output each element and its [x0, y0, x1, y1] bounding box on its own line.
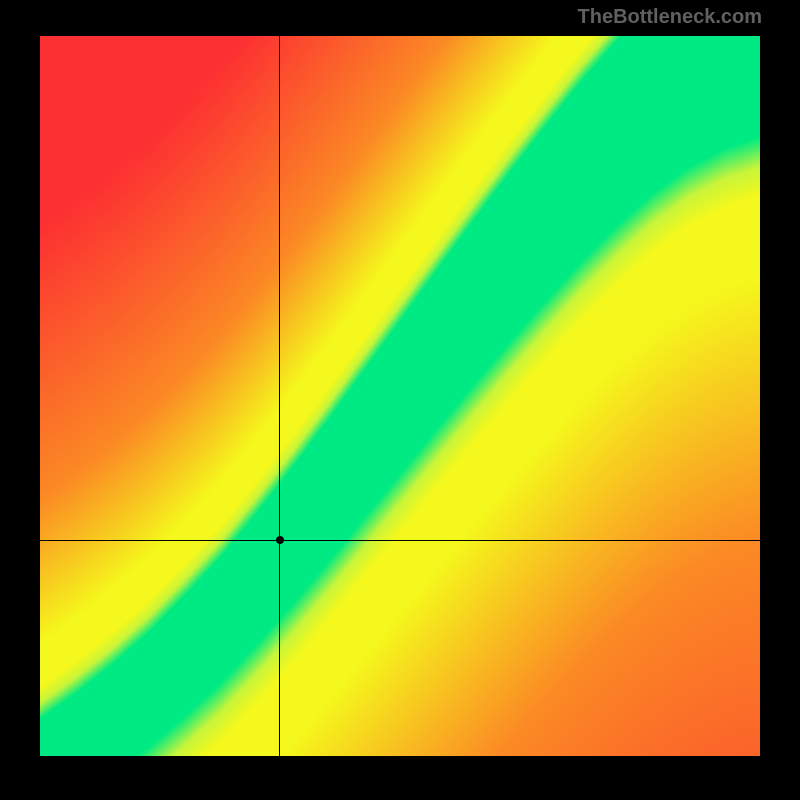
plot-area [40, 36, 760, 756]
heatmap-canvas [40, 36, 760, 756]
watermark-text: TheBottleneck.com [578, 6, 762, 29]
crosshair-horizontal [40, 540, 760, 541]
crosshair-marker [276, 536, 284, 544]
crosshair-vertical [279, 36, 280, 756]
chart-container: TheBottleneck.com [0, 0, 800, 800]
